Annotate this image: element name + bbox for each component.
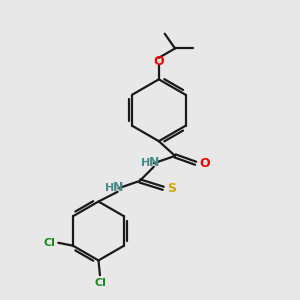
Text: Cl: Cl	[44, 238, 55, 248]
Text: O: O	[154, 55, 164, 68]
Text: S: S	[167, 182, 176, 195]
Text: Cl: Cl	[94, 278, 106, 288]
Text: N: N	[148, 156, 159, 169]
Text: N: N	[113, 181, 124, 194]
Text: O: O	[199, 157, 210, 170]
Text: H: H	[105, 183, 115, 193]
Text: H: H	[141, 158, 150, 168]
